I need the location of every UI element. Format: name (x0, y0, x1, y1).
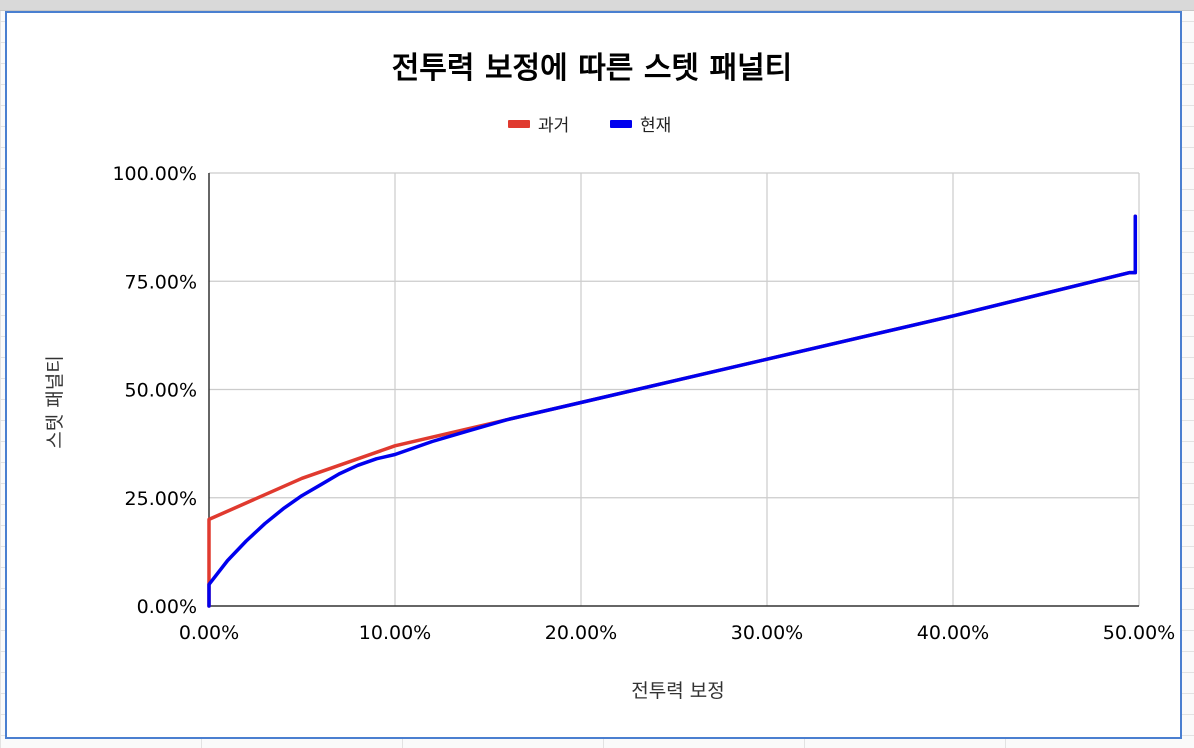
y-tick-label: 25.00% (125, 488, 197, 510)
y-tick-label: 75.00% (125, 271, 197, 293)
chart-legend: 과거 현재 (508, 116, 671, 136)
x-tick-label: 10.00% (359, 622, 431, 644)
x-axis-title: 전투력 보정 (631, 680, 724, 702)
chart-tick-labels: 0.00% 10.00% 20.00% 30.00% 40.00% 50.00% 0.00%… (112, 163, 1175, 644)
x-tick-label: 40.00% (917, 622, 989, 644)
chart-series-lines (207, 214, 1138, 608)
chart-title: 전투력 보정에 따른 스텟 패널티 (392, 51, 793, 86)
y-axis-title: 스텟 패널티 (44, 355, 66, 448)
series-line-2 (207, 214, 1138, 608)
y-tick-label: 50.00% (125, 380, 197, 402)
series-line-1 (207, 214, 1138, 608)
chart-container[interactable] (5, 11, 1182, 739)
x-tick-label: 0.00% (179, 622, 239, 644)
legend-label: 현재 (640, 116, 671, 136)
y-tick-label: 100.00% (112, 163, 197, 185)
spreadsheet-header-strip (0, 0, 1194, 11)
legend-swatch (508, 120, 530, 128)
y-tick-label: 0.00% (137, 596, 197, 618)
x-tick-label: 20.00% (545, 622, 617, 644)
legend-swatch (610, 120, 632, 128)
chart-gridlines (209, 172, 1140, 606)
x-tick-label: 30.00% (731, 622, 803, 644)
legend-label: 과거 (538, 116, 569, 136)
x-tick-label: 50.00% (1103, 622, 1175, 644)
